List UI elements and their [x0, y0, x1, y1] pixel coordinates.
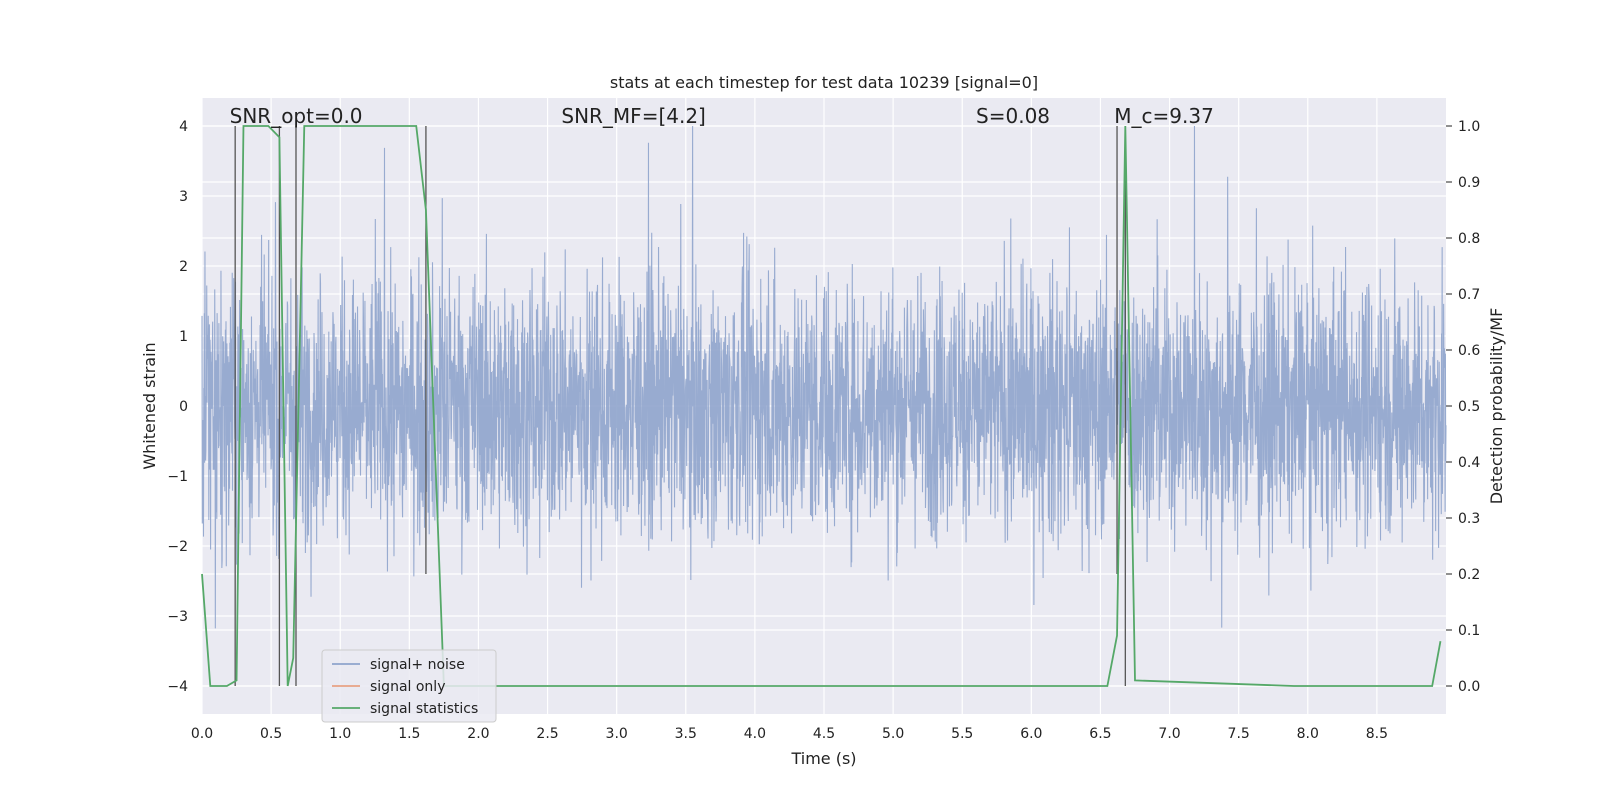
legend-label-signal-noise: signal+ noise	[370, 657, 465, 673]
y-tick-label: −4	[167, 679, 188, 695]
x-axis-ticks: 0.0 0.5 1.0 1.5 2.0 2.5 3.0 3.5 4.0 4.5 5.0 5.5 6.0 6…	[191, 726, 1388, 742]
x-tick-label: 8.5	[1366, 726, 1388, 742]
y2-tick-label: 0.4	[1458, 455, 1480, 471]
annotation-mc: M_c=9.37	[1114, 104, 1214, 128]
y2-axis-label: Detection probability/MF	[1487, 308, 1506, 505]
y2-tick-label: 0.0	[1458, 679, 1480, 695]
y2-tick-label: 0.5	[1458, 399, 1480, 415]
y-axis-label: Whitened strain	[140, 342, 159, 469]
noise-series	[201, 125, 1447, 629]
y-tick-label: 1	[179, 329, 188, 345]
annotation-s-stat: S=0.08	[976, 104, 1050, 128]
x-tick-label: 0.5	[260, 726, 282, 742]
x-tick-label: 4.0	[744, 726, 766, 742]
legend-label-signal-statistics: signal statistics	[370, 701, 478, 717]
y-tick-label: 4	[179, 119, 188, 135]
x-tick-label: 7.5	[1228, 726, 1250, 742]
x-tick-label: 5.5	[951, 726, 973, 742]
signal-statistics-line	[201, 125, 1442, 687]
y-tick-label: 3	[179, 189, 188, 205]
x-tick-label: 2.0	[467, 726, 489, 742]
y2-tick-label: 0.6	[1458, 343, 1480, 359]
noise-line	[201, 125, 1447, 629]
y-tick-label: 2	[179, 259, 188, 275]
x-tick-label: 1.5	[398, 726, 420, 742]
annotation-snr-mf: SNR_MF=[4.2]	[561, 104, 705, 128]
x-tick-label: 7.0	[1158, 726, 1180, 742]
annotation-snr-opt: SNR_opt=0.0	[230, 104, 363, 128]
y2-tick-label: 0.9	[1458, 175, 1480, 191]
x-axis-label: Time (s)	[790, 749, 856, 768]
x-tick-label: 6.5	[1089, 726, 1111, 742]
legend-box	[321, 649, 497, 723]
x-tick-label: 0.0	[191, 726, 213, 742]
x-tick-label: 8.0	[1297, 726, 1319, 742]
y-tick-label: −1	[167, 469, 188, 485]
legend-label-signal-only: signal only	[370, 679, 445, 695]
annotations: SNR_opt=0.0 SNR_MF=[4.2] S=0.08 M_c=9.37	[230, 104, 1214, 128]
y2-tick-label: 0.8	[1458, 231, 1480, 247]
y2-tick-label: 0.3	[1458, 511, 1480, 527]
y-tick-label: −2	[167, 539, 188, 555]
legend: signal+ noise signal only signal statist…	[321, 649, 497, 723]
y2-tick-label: 1.0	[1458, 119, 1480, 135]
event-markers	[234, 126, 1126, 686]
y-tick-label: −3	[167, 609, 188, 625]
x-tick-label: 1.0	[329, 726, 351, 742]
x-tick-label: 3.0	[606, 726, 628, 742]
x-tick-label: 6.0	[1020, 726, 1042, 742]
y2-tick-label: 0.7	[1458, 287, 1480, 303]
x-tick-label: 3.5	[675, 726, 697, 742]
x-tick-label: 4.5	[813, 726, 835, 742]
y2-tick-label: 0.2	[1458, 567, 1480, 583]
y2-axis-ticks: 0.0 0.1 0.2 0.3 0.4 0.5 0.6 0.7 0.8 0.9 1.0	[1446, 119, 1480, 695]
y2-tick-label: 0.1	[1458, 623, 1480, 639]
chart-title: stats at each timestep for test data 102…	[610, 73, 1038, 92]
y-axis-ticks: −4 −3 −2 −1 0 1 2 3 4	[167, 119, 188, 695]
x-tick-label: 2.5	[536, 726, 558, 742]
statistics-series	[201, 125, 1442, 687]
y-tick-label: 0	[179, 399, 188, 415]
x-tick-label: 5.0	[882, 726, 904, 742]
